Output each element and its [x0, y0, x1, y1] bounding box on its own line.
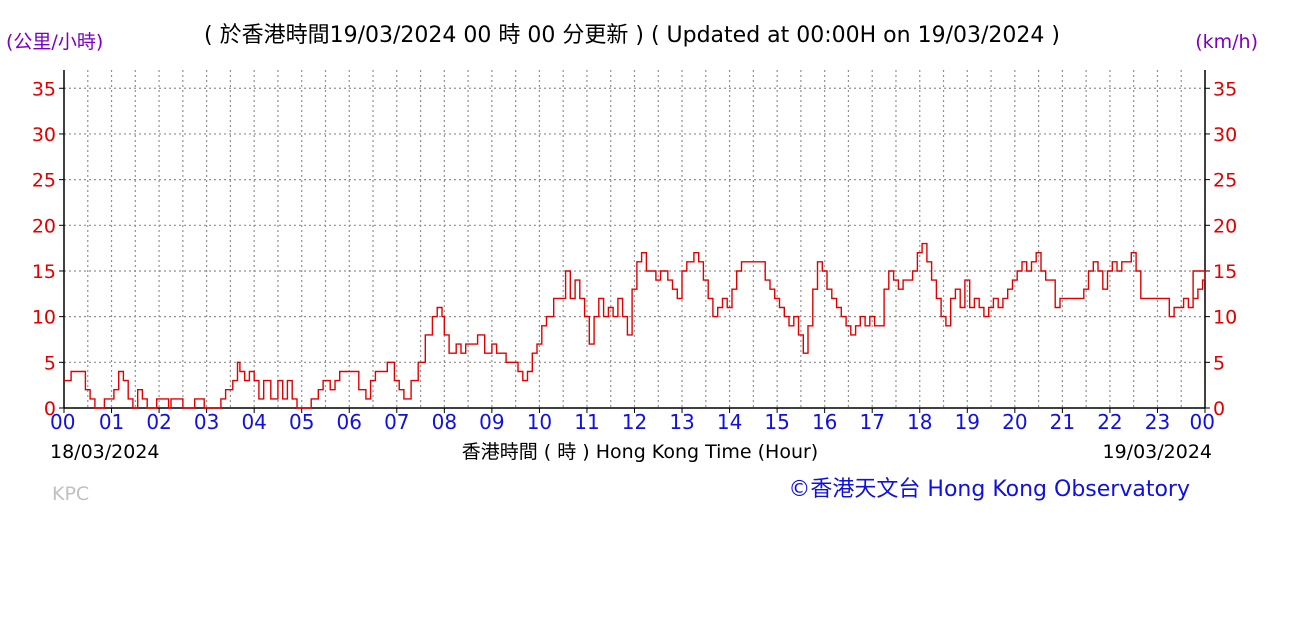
series-line-wind-speed — [64, 242, 1206, 409]
station-code: KPC — [52, 483, 89, 505]
x-tick-label: 07 — [384, 410, 409, 434]
y-tick-label-right: 10 — [1213, 307, 1237, 329]
unit-left-label: (公里/小時) — [6, 31, 103, 53]
chart-title: ( 於香港時間19/03/2024 00 時 00 分更新 ) ( Update… — [204, 23, 1060, 48]
y-tick-label-right: 20 — [1213, 215, 1237, 237]
y-tick-label-right: 35 — [1213, 78, 1237, 100]
unit-right-label: (km/h) — [1195, 31, 1258, 53]
y-tick-label-left: 0 — [44, 398, 56, 420]
end-date: 19/03/2024 — [1102, 441, 1212, 463]
axes — [59, 70, 1210, 413]
x-tick-label: 06 — [337, 410, 362, 434]
observatory-credit: ©香港天文台 Hong Kong Observatory — [788, 477, 1190, 502]
y-tick-label-left: 5 — [44, 352, 56, 374]
y-tick-label-left: 10 — [32, 307, 56, 329]
x-tick-label: 08 — [432, 410, 457, 434]
y-tick-label-left: 25 — [32, 170, 56, 192]
y-tick-label-left: 20 — [32, 215, 56, 237]
x-tick-label: 12 — [622, 410, 647, 434]
y-tick-label-left: 35 — [32, 78, 56, 100]
y-ticks-right: 0 5 10 15 20 25 30 35 — [1213, 78, 1237, 420]
y-ticks-left: 0 5 10 15 20 25 30 35 — [32, 78, 56, 420]
y-tick-label-right: 5 — [1213, 352, 1225, 374]
x-tick-label: 00 — [50, 410, 75, 434]
x-tick-label: 13 — [669, 410, 694, 434]
x-ticks: 00 01 02 03 04 05 06 07 08 09 10 11 12 13 14 15 16 17 18 19… — [50, 410, 1215, 434]
x-tick-label: 05 — [289, 410, 314, 434]
x-tick-label: 16 — [812, 410, 837, 434]
x-tick-label: 20 — [1002, 410, 1027, 434]
y-tick-label-left: 30 — [32, 124, 56, 146]
x-tick-label: 02 — [146, 410, 171, 434]
x-tick-label: 15 — [764, 410, 789, 434]
x-tick-label: 10 — [527, 410, 552, 434]
x-tick-label: 01 — [99, 410, 124, 434]
x-axis-label: 香港時間 ( 時 ) Hong Kong Time (Hour) — [462, 441, 818, 463]
grid — [64, 70, 1205, 408]
series — [64, 242, 1206, 409]
x-tick-label: 23 — [1145, 410, 1170, 434]
x-tick-label: 04 — [241, 410, 266, 434]
x-tick-label: 00 — [1190, 410, 1215, 434]
y-tick-label-right: 0 — [1213, 398, 1225, 420]
x-tick-label: 17 — [859, 410, 884, 434]
x-tick-label: 18 — [907, 410, 932, 434]
start-date: 18/03/2024 — [50, 441, 160, 463]
x-tick-label: 22 — [1097, 410, 1122, 434]
y-tick-label-right: 30 — [1213, 124, 1237, 146]
y-tick-label-left: 15 — [32, 261, 56, 283]
x-tick-label: 09 — [479, 410, 504, 434]
x-tick-label: 11 — [574, 410, 599, 434]
y-tick-label-right: 25 — [1213, 170, 1237, 192]
x-tick-label: 19 — [955, 410, 980, 434]
x-tick-label: 14 — [717, 410, 742, 434]
x-tick-label: 21 — [1050, 410, 1075, 434]
y-tick-label-right: 15 — [1213, 261, 1237, 283]
x-tick-label: 03 — [194, 410, 219, 434]
